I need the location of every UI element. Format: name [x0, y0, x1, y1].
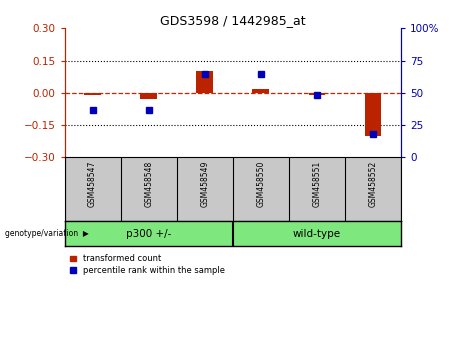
- Bar: [253, 88, 269, 93]
- Text: GSM458548: GSM458548: [144, 161, 153, 207]
- Text: GSM458550: GSM458550: [256, 161, 266, 207]
- Text: GSM458547: GSM458547: [88, 161, 97, 207]
- Text: GSM458552: GSM458552: [368, 161, 378, 207]
- Text: genotype/variation  ▶: genotype/variation ▶: [5, 229, 89, 238]
- Bar: [84, 93, 101, 95]
- Bar: [196, 72, 213, 93]
- Bar: [308, 93, 325, 95]
- Text: wild-type: wild-type: [293, 229, 341, 239]
- Bar: [365, 93, 381, 136]
- Legend: transformed count, percentile rank within the sample: transformed count, percentile rank withi…: [69, 253, 226, 276]
- Text: GSM458551: GSM458551: [313, 161, 321, 207]
- Title: GDS3598 / 1442985_at: GDS3598 / 1442985_at: [160, 14, 306, 27]
- Text: GSM458549: GSM458549: [200, 161, 209, 207]
- Text: p300 +/-: p300 +/-: [126, 229, 171, 239]
- Bar: [140, 93, 157, 99]
